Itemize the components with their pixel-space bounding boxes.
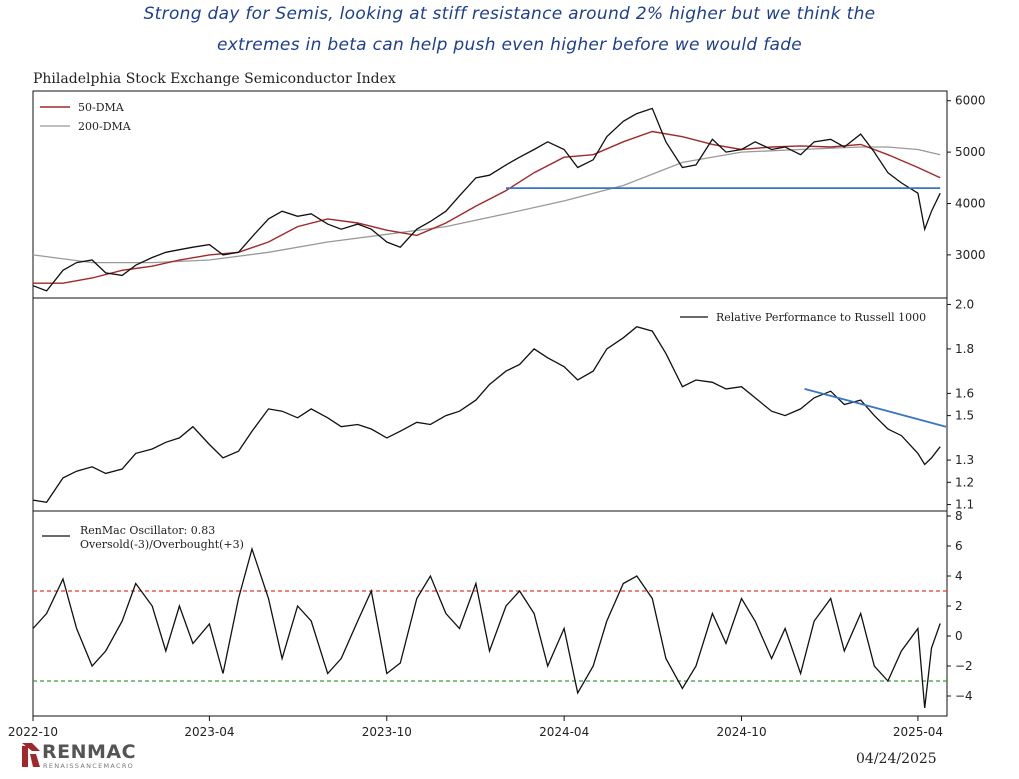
y-tick-label: −2 (955, 659, 973, 673)
panel-frame (32, 297, 948, 512)
x-tick-label: 2022-10 (8, 725, 58, 739)
y-tick-label: 1.1 (955, 498, 974, 512)
y-tick-label: 8 (955, 509, 963, 523)
renmac-logo: RENMAC RENAISSANCEMACRO (22, 741, 172, 771)
legend-dma200-label: 200-DMA (78, 120, 132, 133)
index-price-line (32, 107, 941, 292)
oscillator-line (32, 546, 941, 709)
y-tick-label: 1.3 (955, 453, 974, 467)
oscillator-panel: −4 −2 0 2 4 6 8 RenMac Oscillator: 0.83Oversold… (32, 509, 973, 717)
x-tick-label: 2025-04 (893, 725, 943, 739)
y-tick-label: 1.5 (955, 409, 974, 423)
price-panel: 3000 4000 5000 6000 50-DMA 200-DMA (32, 90, 986, 299)
relative-performance-panel: 1.1 1.2 1.3 1.5 1.6 1.8 2.0 Relative Performanc… (32, 297, 974, 512)
y-tick-label: 4000 (955, 196, 986, 210)
logo-name: RENMAC (42, 741, 137, 763)
x-tick-label: 2024-04 (539, 725, 589, 739)
x-tick-label: 2023-04 (184, 725, 234, 739)
chart-date: 04/24/2025 (856, 751, 937, 767)
x-axis: 2022-10 2023-04 2023-10 2024-04 2024-10 2025-… (8, 716, 943, 739)
logo-mark-icon (22, 743, 40, 767)
y-tick-label: 3000 (955, 248, 986, 262)
dma50-line (33, 130, 941, 284)
annotation-line-2: extremes in beta can help push even high… (216, 35, 803, 55)
legend-threshold-label: Oversold(-3)/Overbought(+3) (80, 538, 244, 551)
legend-dma50-label: 50-DMA (78, 101, 125, 114)
y-tick-label: 2.0 (955, 297, 974, 311)
logo-subtitle: RENAISSANCEMACRO (43, 762, 135, 770)
y-tick-label: 4 (955, 569, 963, 583)
panel-frame (32, 90, 948, 299)
y-tick-label: 6000 (955, 94, 986, 108)
y-tick-label: 1.2 (955, 475, 974, 489)
y-tick-label: 1.6 (955, 386, 974, 400)
chart-title: Philadelphia Stock Exchange Semiconducto… (33, 71, 396, 87)
dma200-line (32, 146, 941, 264)
relative-performance-line (32, 325, 941, 504)
y-tick-label: −4 (955, 689, 973, 703)
x-tick-label: 2024-10 (716, 725, 766, 739)
y-tick-label: 2 (955, 599, 963, 613)
y-tick-label: 1.8 (955, 342, 974, 356)
downtrend-line (804, 388, 947, 428)
legend-oscillator-label: RenMac Oscillator: 0.83 (80, 524, 215, 537)
legend-relative-label: Relative Performance to Russell 1000 (716, 311, 926, 324)
x-tick-label: 2023-10 (362, 725, 412, 739)
y-tick-label: 6 (955, 539, 963, 553)
y-tick-label: 5000 (955, 145, 986, 159)
panel-frame (32, 510, 948, 717)
annotation-line-1: Strong day for Semis, looking at stiff r… (143, 4, 876, 24)
y-tick-label: 0 (955, 629, 963, 643)
